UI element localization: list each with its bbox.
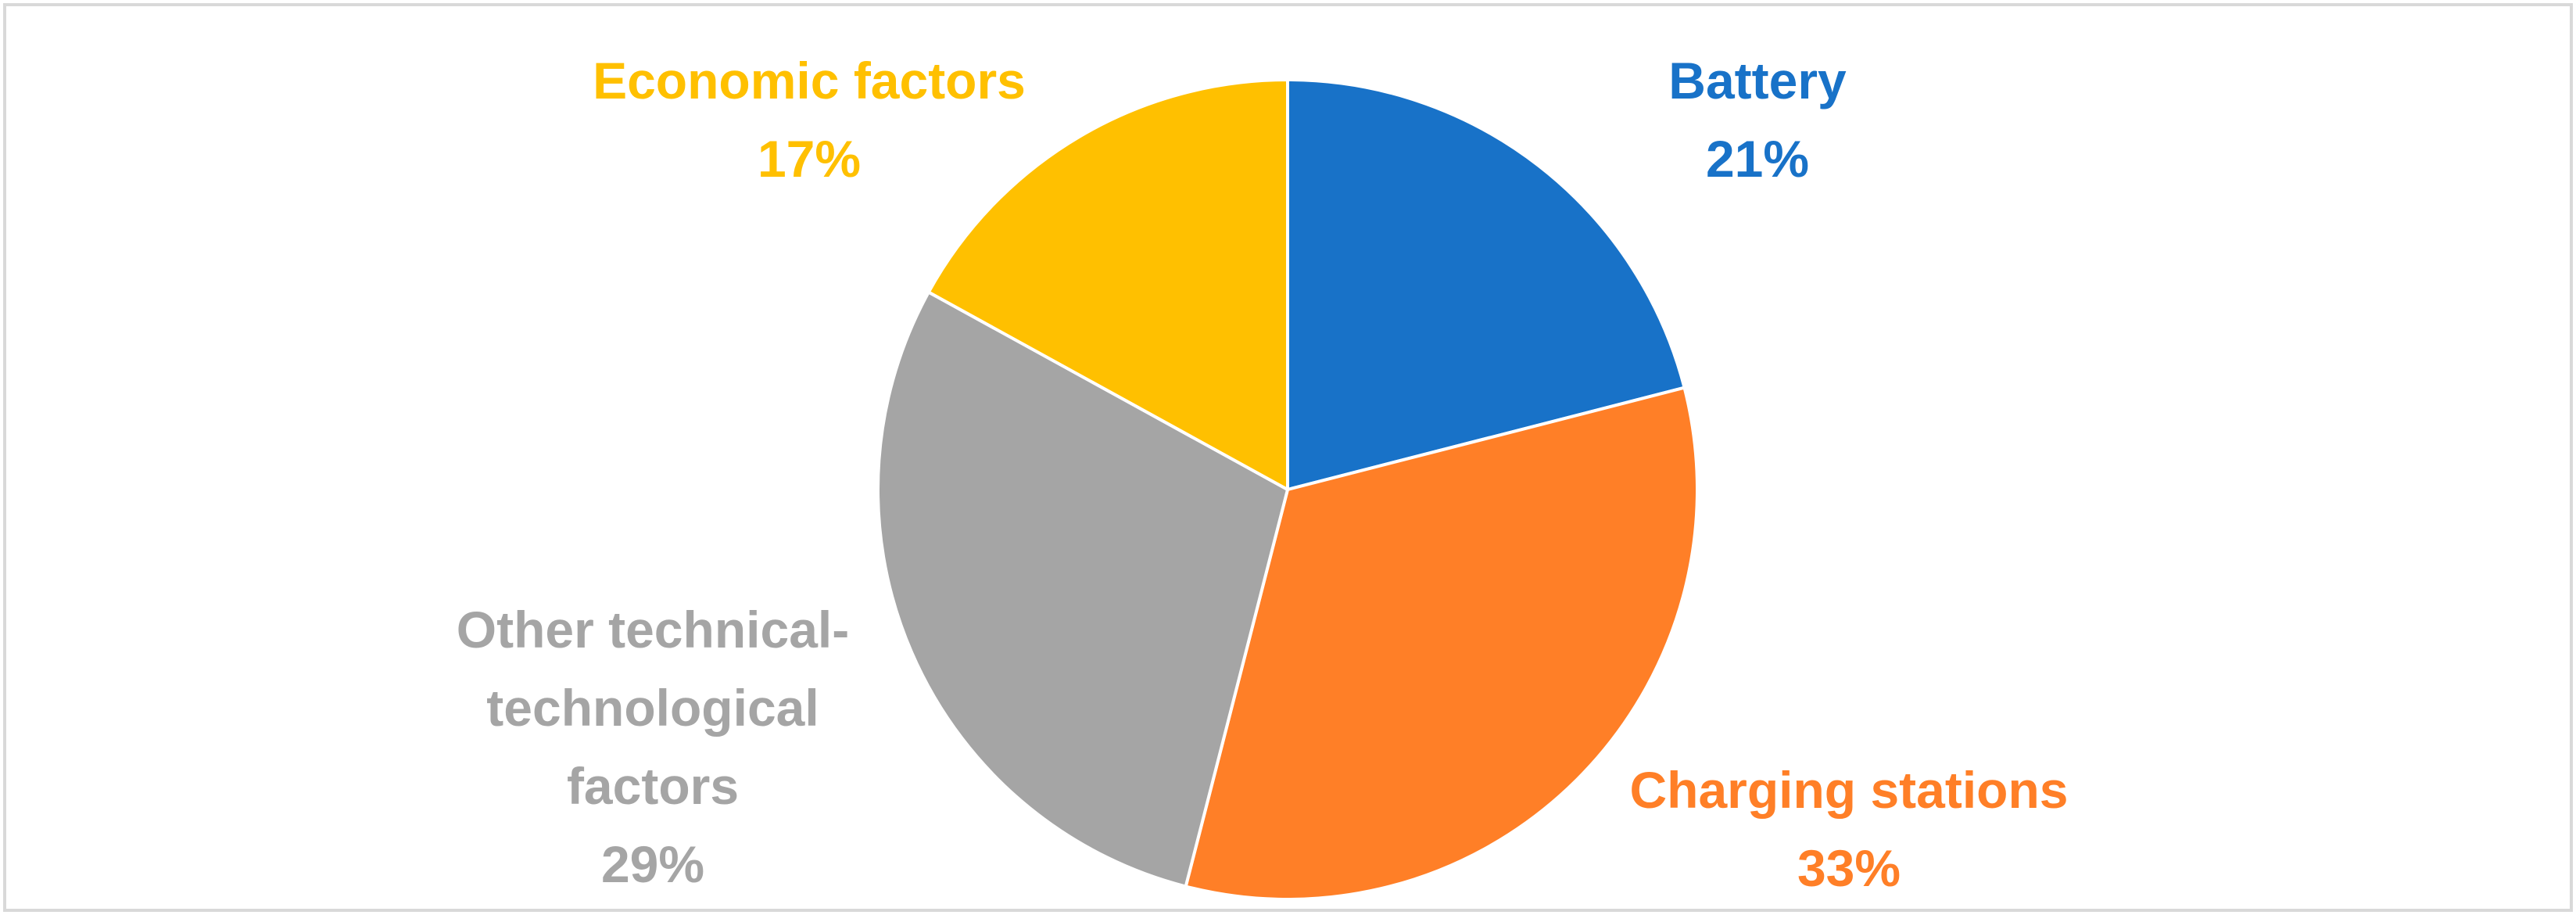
pie-slices (876, 78, 1699, 901)
pie-slice-other-technical-technological-factors (876, 290, 1289, 888)
slice-labels: Battery 21% Charging stations 33% Other tech… (457, 52, 2069, 897)
data-label-percent: 21% (1706, 130, 1809, 188)
data-label-other-technical-technological-factors: Other technical-technological factors 29% (457, 601, 849, 893)
data-label-charging-stations: Charging stations 33% (1629, 761, 2068, 897)
data-label-category: Charging stations (1629, 761, 2068, 819)
data-label-category: Economic factors (593, 52, 1026, 109)
data-label-category: factors (567, 757, 739, 815)
data-label-percent: 29% (601, 835, 704, 893)
pie-slice-economic-factors (926, 78, 1289, 491)
data-label-economic-factors: Economic factors 17% (593, 52, 1026, 188)
data-label-category: technological (486, 679, 819, 737)
data-label-category: Other technical- (457, 601, 849, 658)
data-label-percent: 33% (1797, 839, 1901, 897)
pie-slice-battery (1286, 78, 1686, 491)
data-label-battery: Battery 21% (1668, 52, 1847, 188)
pie-slice-charging-stations (1184, 386, 1699, 901)
data-label-category: Battery (1668, 52, 1847, 109)
data-label-percent: 17% (758, 130, 861, 188)
